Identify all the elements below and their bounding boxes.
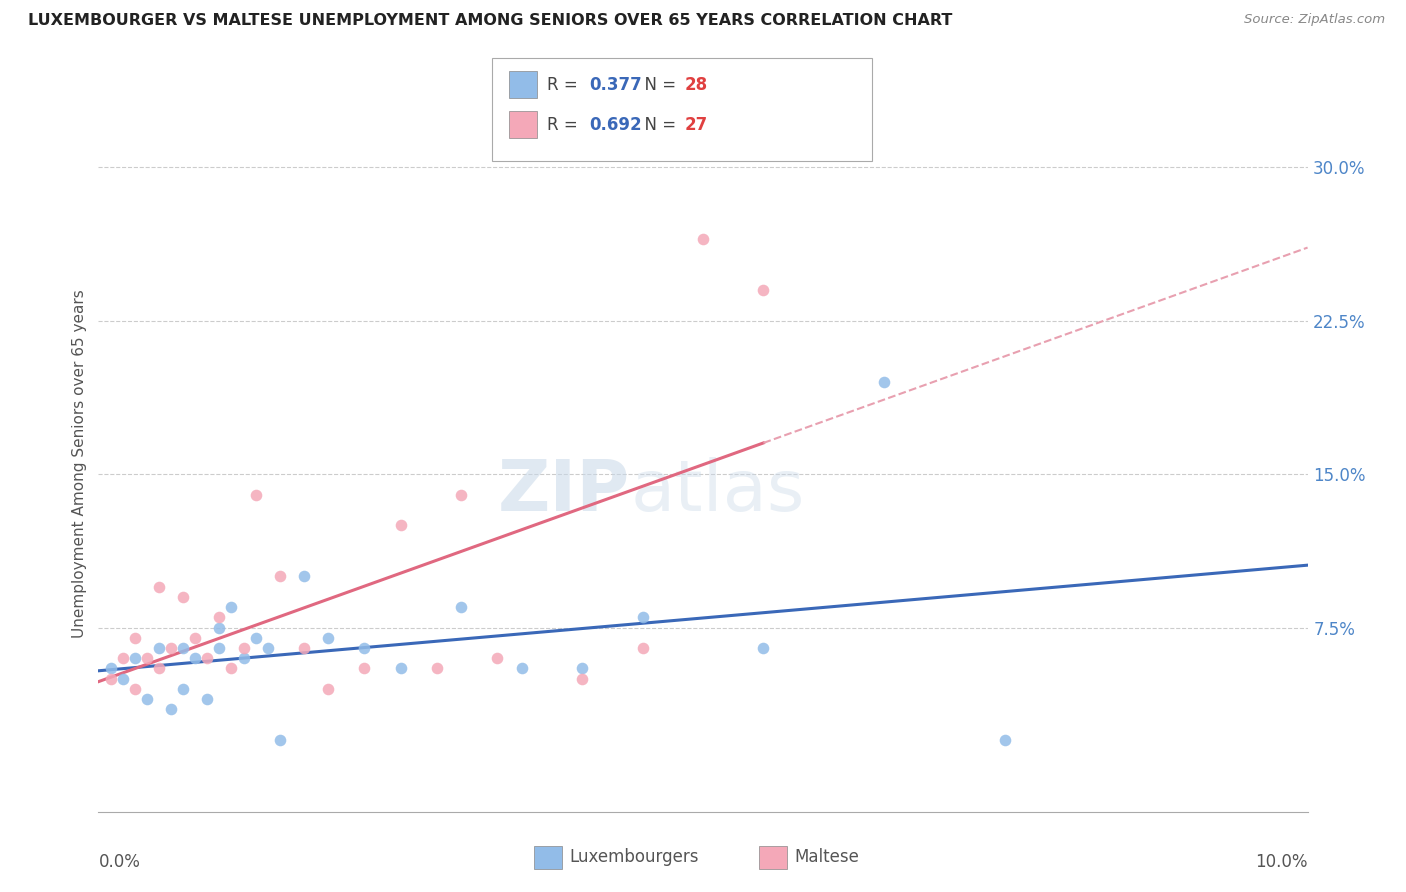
Text: R =: R = [547, 76, 583, 94]
Point [232, 651, 254, 665]
Text: 0.692: 0.692 [589, 116, 641, 134]
Text: 28: 28 [685, 76, 707, 94]
Point [631, 610, 654, 624]
Point [269, 733, 291, 747]
Point [172, 640, 194, 655]
Text: R =: R = [547, 116, 583, 134]
Point [111, 651, 134, 665]
Point [245, 487, 267, 501]
Point [245, 631, 267, 645]
Point [486, 651, 509, 665]
Point [160, 640, 183, 655]
Point [692, 232, 714, 246]
Point [994, 733, 1017, 747]
Point [873, 375, 896, 389]
Point [172, 681, 194, 696]
Point [353, 661, 375, 675]
Point [256, 640, 278, 655]
Point [450, 600, 472, 615]
Point [160, 702, 183, 716]
Point [269, 569, 291, 583]
Point [752, 640, 775, 655]
Point [195, 692, 218, 706]
Point [148, 580, 170, 594]
Point [184, 631, 207, 645]
Point [316, 681, 339, 696]
Point [426, 661, 449, 675]
Y-axis label: Unemployment Among Seniors over 65 years: Unemployment Among Seniors over 65 years [72, 290, 87, 638]
Point [232, 640, 254, 655]
Point [221, 661, 243, 675]
Text: 27: 27 [685, 116, 709, 134]
Point [135, 651, 157, 665]
Text: Luxembourgers: Luxembourgers [569, 848, 699, 866]
Point [571, 672, 593, 686]
Point [221, 600, 243, 615]
Text: N =: N = [634, 76, 682, 94]
Point [208, 640, 231, 655]
Text: atlas: atlas [630, 458, 804, 526]
Text: LUXEMBOURGER VS MALTESE UNEMPLOYMENT AMONG SENIORS OVER 65 YEARS CORRELATION CHA: LUXEMBOURGER VS MALTESE UNEMPLOYMENT AMO… [28, 13, 952, 29]
Text: 0.0%: 0.0% [98, 854, 141, 871]
Point [172, 590, 194, 604]
Text: 10.0%: 10.0% [1256, 854, 1308, 871]
Point [389, 661, 412, 675]
Point [124, 651, 146, 665]
Point [148, 661, 170, 675]
Point [148, 640, 170, 655]
Text: ZIP: ZIP [498, 458, 630, 526]
Point [292, 640, 315, 655]
Point [208, 610, 231, 624]
Point [100, 672, 122, 686]
Point [631, 640, 654, 655]
Text: Source: ZipAtlas.com: Source: ZipAtlas.com [1244, 13, 1385, 27]
Point [389, 518, 412, 533]
Point [208, 621, 231, 635]
Point [292, 569, 315, 583]
Point [111, 672, 134, 686]
Point [124, 681, 146, 696]
Text: N =: N = [634, 116, 682, 134]
Point [124, 631, 146, 645]
Point [100, 661, 122, 675]
Point [184, 651, 207, 665]
Text: Maltese: Maltese [794, 848, 859, 866]
Point [135, 692, 157, 706]
Point [450, 487, 472, 501]
Point [195, 651, 218, 665]
Point [571, 661, 593, 675]
Point [316, 631, 339, 645]
Text: 0.377: 0.377 [589, 76, 643, 94]
Point [510, 661, 533, 675]
Point [752, 283, 775, 297]
Point [353, 640, 375, 655]
